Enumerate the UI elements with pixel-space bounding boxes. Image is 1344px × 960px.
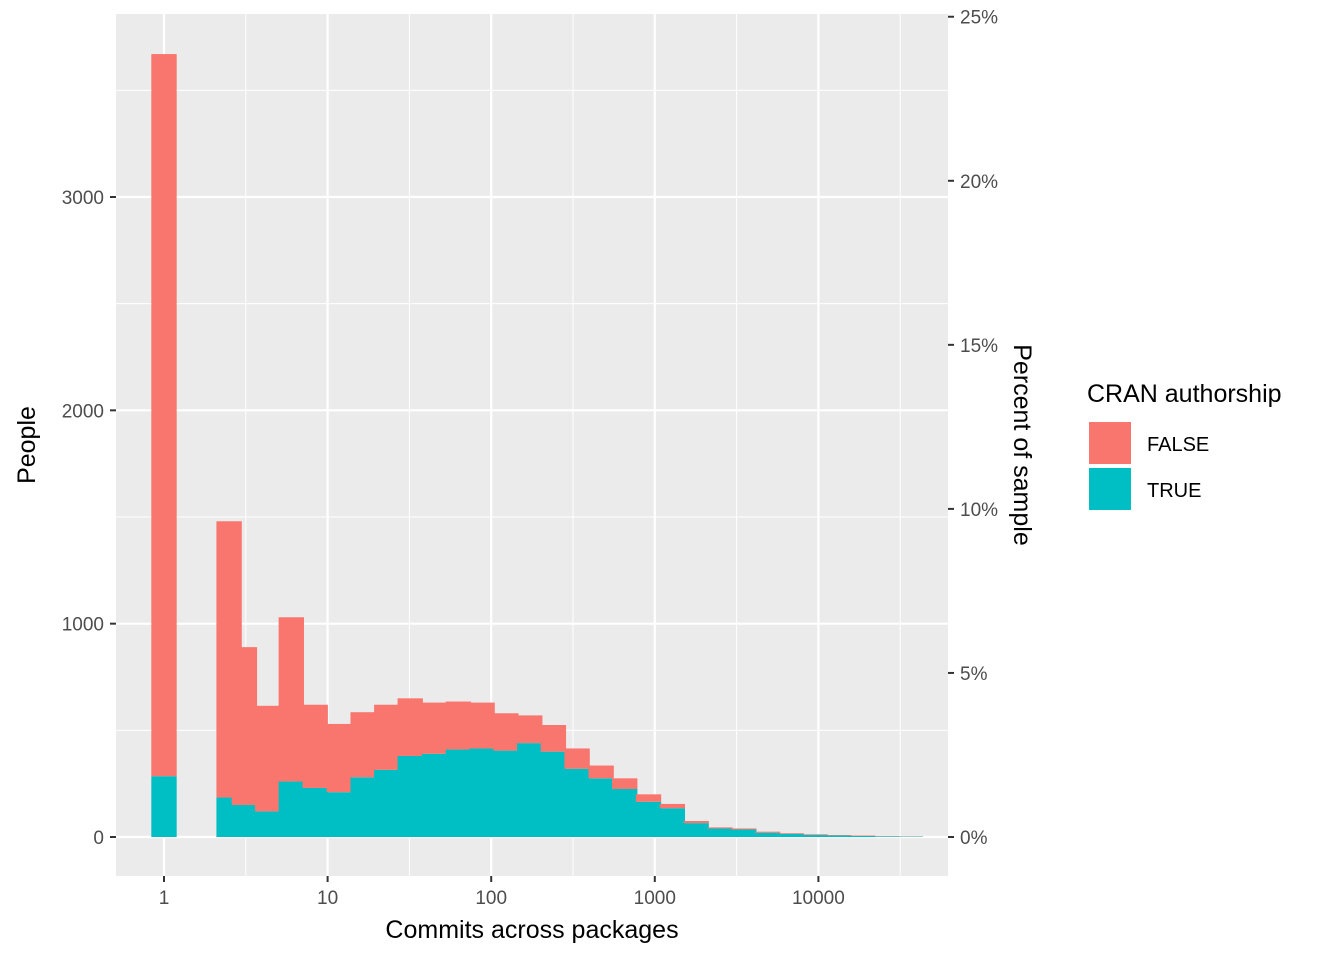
y2-tick-label: 10%: [960, 500, 998, 521]
bar-true: [754, 832, 781, 837]
bar-true: [659, 808, 686, 837]
y2-tick-label: 0%: [960, 828, 988, 849]
y2-tick-label: 25%: [960, 8, 998, 29]
x-tick-label: 100: [475, 888, 507, 909]
bar-true: [397, 755, 423, 837]
y2-tick-label: 20%: [960, 172, 998, 193]
bar-false: [445, 701, 472, 750]
right-y-axis: 0% 5% 10% 15% 20% 25%: [948, 8, 998, 849]
bar-false: [326, 723, 353, 793]
y-tick-label: 3000: [62, 188, 104, 209]
x-axis-title: Commits across packages: [385, 916, 678, 944]
bar-false: [278, 617, 304, 782]
bar-true: [635, 801, 662, 837]
bar-true: [231, 805, 258, 837]
y-tick-label: 0: [93, 828, 104, 849]
bar-true: [326, 792, 353, 837]
bar-true: [850, 835, 876, 837]
bar-false: [302, 704, 328, 788]
bar-true: [278, 781, 304, 837]
bars: [151, 54, 923, 837]
bar-false: [754, 831, 781, 833]
legend-label-false: FALSE: [1147, 434, 1209, 456]
bar-false: [588, 765, 614, 779]
bar-true: [564, 768, 590, 837]
bar-true: [350, 777, 376, 837]
bar-false: [540, 725, 567, 752]
x-tick-label: 10000: [792, 888, 845, 909]
y-tick-label: 2000: [62, 401, 104, 422]
bar-false: [231, 647, 258, 805]
bar-false: [683, 821, 709, 824]
bar-true: [254, 811, 281, 837]
x-tick-label: 1000: [634, 888, 676, 909]
legend-key-true: [1089, 468, 1131, 510]
y2-tick-label: 5%: [960, 664, 988, 685]
legend-label-true: TRUE: [1147, 480, 1201, 502]
x-tick-label: 1: [159, 888, 170, 909]
bar-false: [374, 704, 400, 770]
legend-key-false: [1089, 422, 1131, 464]
bar-false: [612, 778, 638, 789]
bar-false: [151, 54, 177, 777]
bar-false: [350, 712, 376, 778]
legend-title: CRAN authorship: [1087, 380, 1282, 408]
bar-true: [778, 833, 804, 837]
bar-false: [778, 833, 804, 834]
bar-true: [612, 789, 638, 837]
bar-true: [469, 748, 495, 837]
bar-true: [873, 836, 900, 837]
y-axis-title: People: [13, 406, 41, 484]
bar-false: [802, 834, 828, 835]
bar-false: [397, 698, 423, 756]
bar-true: [826, 835, 852, 837]
bar-false: [469, 702, 495, 749]
bar-true: [540, 751, 567, 837]
bar-true: [374, 769, 400, 837]
bar-false: [493, 713, 519, 751]
bar-false: [421, 702, 448, 754]
bar-true: [493, 750, 519, 837]
y-tick-label: 1000: [62, 615, 104, 636]
bar-false: [254, 705, 281, 812]
bar-true: [445, 749, 472, 837]
bar-true: [731, 829, 757, 837]
secondary-y-axis-title: Percent of sample: [1008, 344, 1036, 546]
bar-false: [517, 715, 543, 744]
bar-true: [683, 823, 709, 837]
bar-false: [659, 803, 686, 809]
x-tick-label: 10: [317, 888, 338, 909]
left-y-axis: 0 1000 2000 3000: [62, 188, 116, 849]
bar-false: [731, 828, 757, 830]
y2-tick-label: 15%: [960, 336, 998, 357]
bar-false: [707, 827, 733, 829]
bar-false: [564, 748, 590, 769]
bar-true: [588, 778, 614, 837]
bar-true: [707, 828, 733, 837]
legend: CRAN authorship FALSE TRUE: [1087, 380, 1282, 510]
bar-true: [302, 787, 328, 837]
x-axis: 1 10 100 1000 10000: [159, 876, 845, 909]
bar-true: [517, 743, 543, 837]
bar-true: [421, 753, 448, 837]
bar-false: [635, 794, 662, 802]
bar-true: [151, 776, 177, 837]
bar-true: [802, 834, 828, 837]
